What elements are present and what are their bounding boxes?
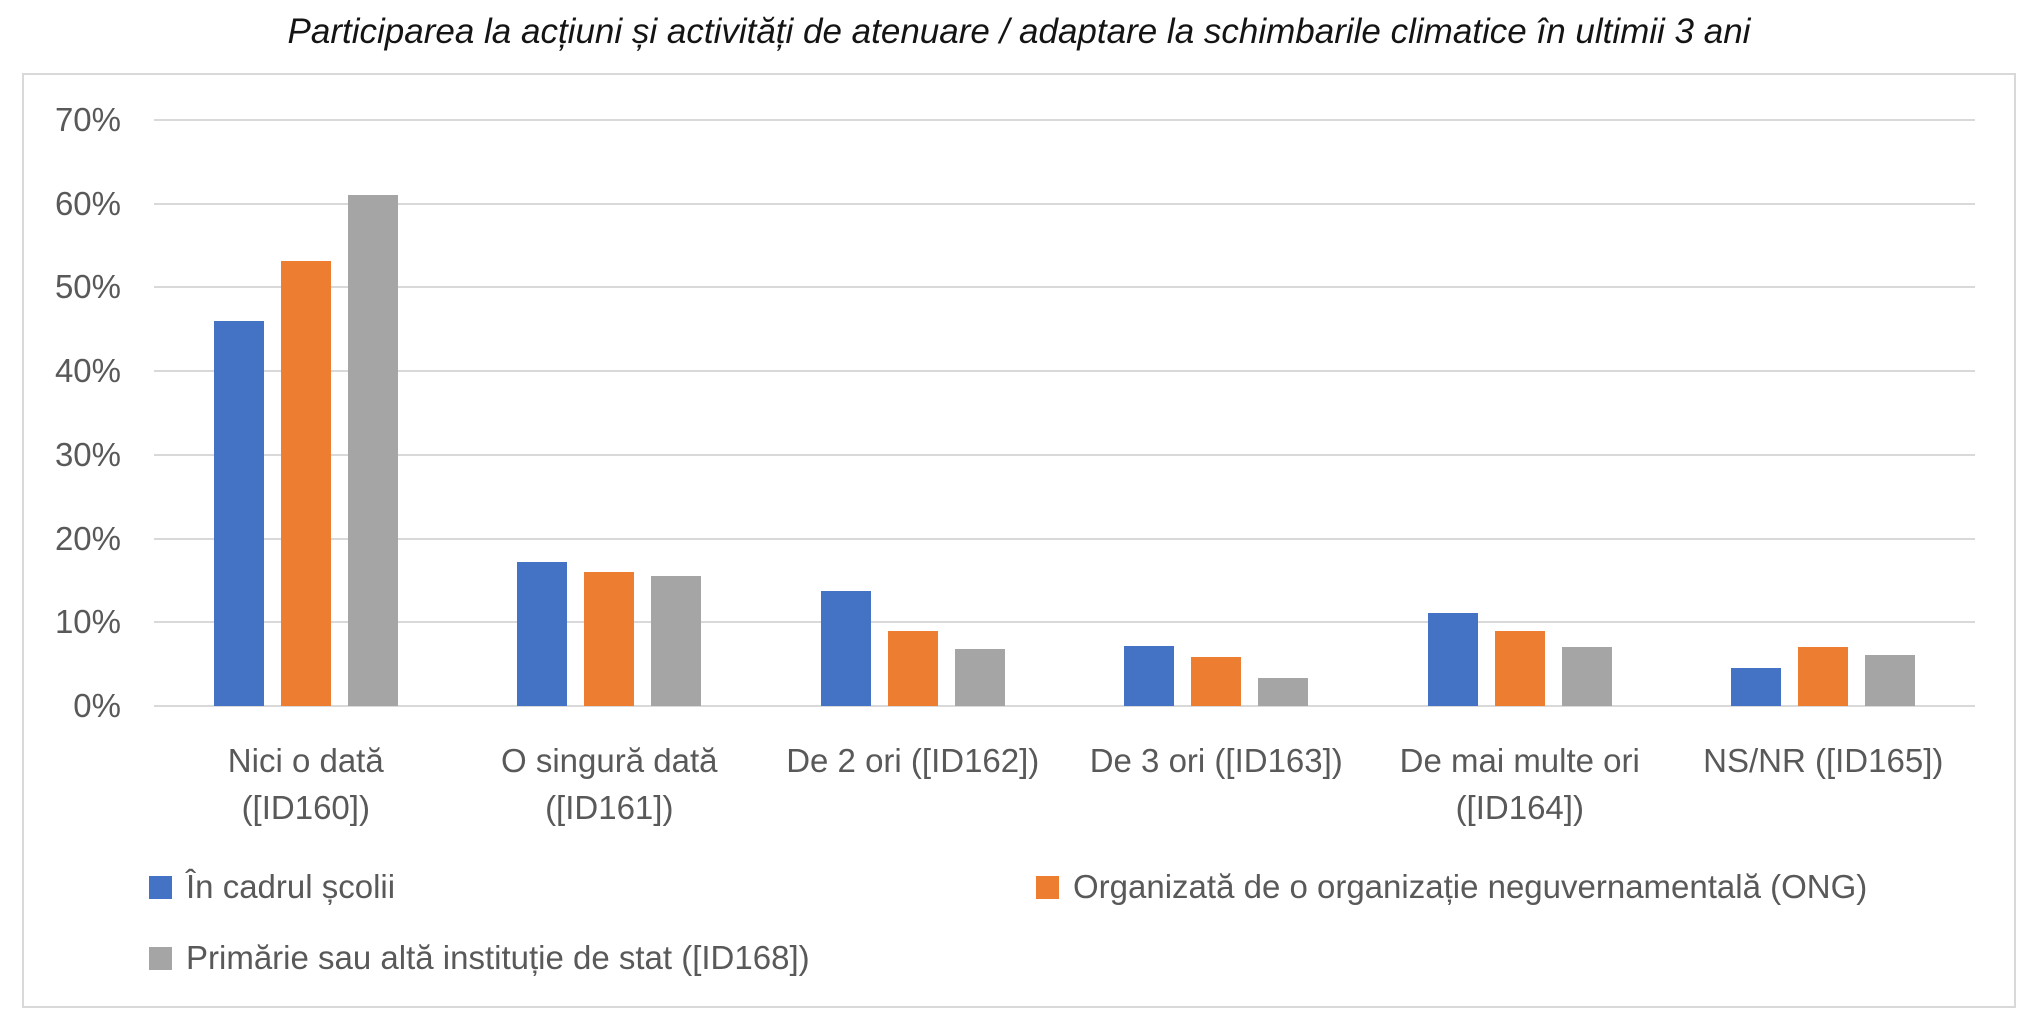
x-axis-label-2: De 2 ori ([ID162]) bbox=[741, 737, 1085, 784]
y-axis-tick-label: 70% bbox=[54, 101, 121, 138]
chart-frame: În cadrul școlii Organizată de o organiz… bbox=[22, 73, 2016, 1008]
x-axis-label-line: De 3 ori ([ID163]) bbox=[1089, 742, 1343, 779]
x-axis-label-line: De 2 ori ([ID162]) bbox=[786, 742, 1040, 779]
legend-item-school: În cadrul școlii bbox=[149, 868, 395, 906]
bar-series2-cat2 bbox=[954, 649, 1005, 706]
bar-series2-cat1 bbox=[651, 576, 702, 706]
bar-series0-cat2 bbox=[820, 591, 871, 706]
gridline-20 bbox=[154, 537, 1975, 540]
legend-item-state: Primărie sau altă instituție de stat ([I… bbox=[149, 939, 810, 977]
bar-series1-cat1 bbox=[584, 572, 635, 706]
legend-label-school: În cadrul școlii bbox=[186, 868, 396, 905]
bar-series2-cat0 bbox=[347, 195, 398, 706]
x-axis-label-line: De mai multe ori bbox=[1399, 742, 1640, 779]
x-axis-label-line: O singură dată bbox=[501, 742, 718, 779]
x-axis-label-5: NS/NR ([ID165]) bbox=[1652, 737, 1996, 784]
bar-series2-cat5 bbox=[1865, 654, 1916, 706]
bar-series2-cat4 bbox=[1561, 647, 1612, 706]
bar-series0-cat5 bbox=[1731, 668, 1782, 706]
bar-series1-cat2 bbox=[887, 630, 938, 706]
bar-series0-cat0 bbox=[213, 320, 264, 706]
legend-label-ngo: Organizată de o organizație neguvernamen… bbox=[1073, 868, 1868, 905]
legend-label-state: Primărie sau altă instituție de stat ([I… bbox=[186, 939, 810, 976]
gridline-40 bbox=[154, 370, 1975, 373]
y-axis-tick-label: 50% bbox=[54, 268, 121, 306]
y-axis-tick-label: 20% bbox=[54, 519, 121, 557]
gridline-50 bbox=[154, 286, 1975, 289]
bar-series2-cat3 bbox=[1258, 678, 1309, 706]
x-axis-label-3: De 3 ori ([ID163]) bbox=[1045, 737, 1389, 784]
bar-series0-cat1 bbox=[517, 562, 568, 706]
bar-series1-cat0 bbox=[280, 260, 331, 706]
gridline-10 bbox=[154, 621, 1975, 624]
x-axis-label-line: Nici o dată bbox=[227, 742, 384, 779]
gridline-30 bbox=[154, 453, 1975, 456]
x-axis-label-line: ([ID164]) bbox=[1455, 789, 1584, 826]
legend-item-ngo: Organizată de o organizație neguvernamen… bbox=[1036, 868, 1867, 906]
x-axis-label-1: O singură dată ([ID161]) bbox=[438, 737, 782, 831]
x-axis-label-4: De mai multe ori ([ID164]) bbox=[1348, 737, 1692, 831]
gridline-70 bbox=[154, 119, 1975, 121]
legend-swatch-state-icon bbox=[149, 946, 172, 970]
gridline-60 bbox=[154, 202, 1975, 205]
legend-swatch-school-icon bbox=[149, 875, 172, 899]
chart-title: Participarea la acțiuni și activități de… bbox=[287, 12, 1751, 51]
y-axis-tick-label: 40% bbox=[54, 352, 121, 390]
legend-swatch-ngo-icon bbox=[1036, 875, 1059, 899]
bar-series1-cat3 bbox=[1191, 657, 1242, 706]
bar-series1-cat4 bbox=[1494, 631, 1545, 706]
y-axis-tick-label: 0% bbox=[73, 687, 121, 724]
bar-series1-cat5 bbox=[1798, 647, 1849, 706]
bar-series0-cat4 bbox=[1427, 613, 1478, 706]
x-axis-label-line: ([ID161]) bbox=[545, 789, 674, 826]
y-axis-tick-label: 60% bbox=[54, 184, 121, 222]
x-axis-label-line: NS/NR ([ID165]) bbox=[1703, 742, 1944, 779]
x-axis-label-line: ([ID160]) bbox=[241, 789, 370, 826]
gridline-0 bbox=[154, 705, 1975, 707]
y-axis-tick-label: 10% bbox=[54, 603, 121, 641]
y-axis-tick-label: 30% bbox=[54, 435, 121, 473]
bar-series0-cat3 bbox=[1124, 645, 1175, 706]
x-axis-label-0: Nici o dată ([ID160]) bbox=[134, 737, 478, 831]
